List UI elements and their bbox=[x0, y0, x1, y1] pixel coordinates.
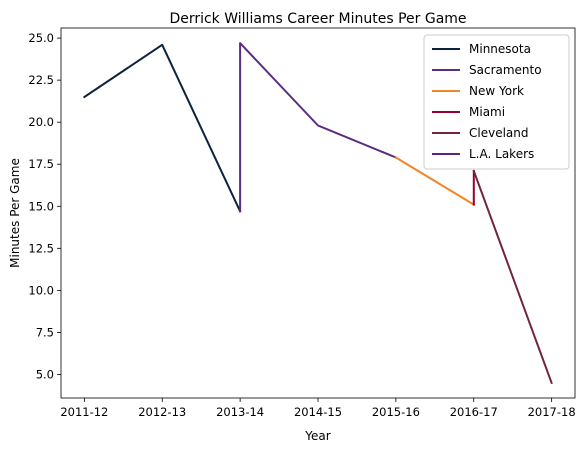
legend-entry: Cleveland bbox=[469, 126, 529, 140]
y-tick-label: 22.5 bbox=[28, 73, 54, 87]
y-tick-label: 17.5 bbox=[28, 157, 54, 171]
series-line-sacramento bbox=[239, 42, 398, 213]
y-axis-title: Minutes Per Game bbox=[8, 158, 22, 268]
legend-box bbox=[423, 34, 570, 170]
legend-entry: L.A. Lakers bbox=[469, 147, 534, 161]
x-tick-label: 2016-17 bbox=[450, 405, 498, 419]
series-line-cleveland bbox=[472, 169, 553, 385]
y-tick-label: 5.0 bbox=[36, 367, 54, 381]
legend: Minnesota Sacramento New York Miami Clevelan… bbox=[423, 34, 570, 170]
y-tick-label: 20.0 bbox=[28, 115, 54, 129]
y-axis: 5.0 7.5 10.0 12.5 15.0 17.5 20.0 22.5 25.0 bbox=[28, 31, 61, 381]
legend-entry: Minnesota bbox=[469, 42, 531, 56]
chart-title: Derrick Williams Career Minutes Per Game bbox=[169, 11, 466, 27]
x-axis-title: Year bbox=[304, 429, 330, 443]
y-tick-label: 15.0 bbox=[28, 199, 54, 213]
series-line-new-york bbox=[394, 156, 476, 206]
y-tick-label: 7.5 bbox=[36, 325, 54, 339]
x-tick-label: 2013-14 bbox=[216, 405, 264, 419]
x-tick-label: 2011-12 bbox=[60, 405, 108, 419]
legend-entry: Sacramento bbox=[469, 63, 542, 77]
x-tick-label: 2017-18 bbox=[528, 405, 576, 419]
legend-entry: Miami bbox=[469, 105, 505, 119]
y-tick-label: 25.0 bbox=[28, 31, 54, 45]
x-tick-label: 2015-16 bbox=[372, 405, 420, 419]
x-tick-label: 2014-15 bbox=[294, 405, 342, 419]
y-tick-label: 12.5 bbox=[28, 241, 54, 255]
series-line-minnesota bbox=[83, 43, 242, 213]
x-tick-label: 2012-13 bbox=[138, 405, 186, 419]
legend-entry: New York bbox=[469, 84, 524, 98]
x-axis: 2011-12 2012-13 2013-14 2014-15 2015-16 2016-… bbox=[60, 398, 576, 419]
y-tick-label: 10.0 bbox=[28, 283, 54, 297]
series-lines bbox=[83, 42, 553, 385]
